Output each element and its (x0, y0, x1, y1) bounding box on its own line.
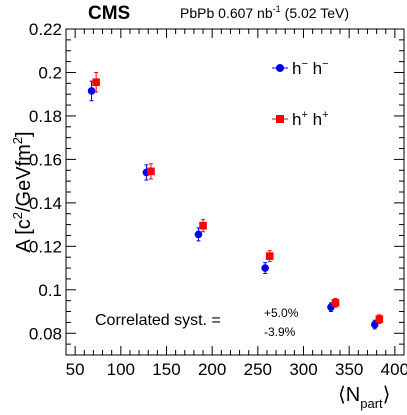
y-tick-label: 0.14 (29, 194, 62, 213)
data-point-square (331, 299, 340, 307)
legend-entry-plus: h+ h+ (272, 109, 329, 129)
legend-marker-circle (276, 64, 284, 72)
y-tick-label: 0.16 (29, 150, 62, 169)
x-axis-title: ⟨Npart⟩ (338, 384, 390, 411)
systematics-minus: -3.9% (264, 325, 296, 339)
series-minus (87, 80, 379, 330)
x-tick-label: 50 (66, 360, 85, 379)
x-tick-label: 350 (335, 360, 363, 379)
x-tick-label: 200 (198, 360, 226, 379)
x-axis-title-close: ⟩ (383, 384, 391, 406)
legend-plus-mid: h (308, 110, 322, 129)
data-point-square (147, 167, 155, 176)
data-point-square (265, 252, 274, 260)
legend-plus-base: h (292, 110, 301, 129)
data-point-square (375, 315, 384, 323)
systematics-plus: +5.0% (264, 306, 299, 320)
data-point-circle (194, 230, 203, 239)
x-tick-label: 300 (289, 360, 317, 379)
legend-entry-minus: h− h− (272, 58, 329, 78)
legend-minus-sup2: − (322, 58, 328, 70)
legend-label-plus: h+ h+ (292, 109, 329, 129)
data-point-square (199, 221, 207, 230)
experiment-label: CMS (88, 3, 130, 24)
legend-plus-sup2: + (322, 109, 328, 121)
y-tick-label: 0.18 (29, 107, 62, 126)
y-axis-title-main: A [c (13, 219, 35, 252)
x-axis-title-sub: part (360, 396, 383, 411)
y-axis-title: A [c2/GeVfm2] (10, 131, 35, 252)
y-axis-title-close: ] (13, 131, 35, 137)
luminosity-exponent: -1 (273, 4, 281, 14)
x-tick-label: 250 (244, 360, 272, 379)
y-tick-label: 0.2 (38, 63, 62, 82)
luminosity-prefix: PbPb 0.607 nb (180, 5, 273, 21)
systematics-label: Correlated syst. = (95, 312, 221, 329)
data-point-square (92, 78, 100, 87)
legend: h− h− h+ h+ (272, 58, 329, 129)
systematics-note: Correlated syst. = +5.0% -3.9% (95, 306, 299, 339)
legend-label-minus: h− h− (292, 58, 329, 78)
luminosity-energy: (5.02 TeV) (285, 5, 349, 21)
x-tick-label: 150 (152, 360, 180, 379)
y-tick-label: 0.22 (29, 20, 62, 39)
y-axis-title-sup1: 2 (10, 212, 25, 219)
legend-plus-sup1: + (301, 109, 307, 121)
data-point-circle (87, 87, 96, 95)
legend-minus-mid: h (308, 59, 322, 78)
y-axis-title-sup2: 2 (10, 137, 25, 144)
x-axis-title-main: ⟨N (338, 384, 360, 406)
y-tick-label: 0.12 (29, 237, 62, 256)
x-tick-label: 100 (107, 360, 135, 379)
axis-ticks: 50 100 150 200 250 300 350 400 0.08 0.1 0.12 0.14 0.… (29, 20, 407, 379)
x-tick-label: 400 (381, 360, 407, 379)
legend-marker-square (276, 115, 284, 123)
series-plus (92, 71, 384, 324)
data-points (87, 71, 384, 330)
data-point-circle (261, 264, 269, 272)
y-tick-label: 0.1 (38, 281, 62, 300)
y-axis-title-mid: /GeVfm (13, 144, 35, 212)
legend-minus-sup1: − (301, 58, 307, 70)
plot-frame (65, 28, 405, 356)
legend-minus-base: h (292, 59, 301, 78)
y-tick-label: 0.08 (29, 324, 62, 343)
luminosity-label: PbPb 0.607 nb-1 (5.02 TeV) (180, 4, 349, 21)
